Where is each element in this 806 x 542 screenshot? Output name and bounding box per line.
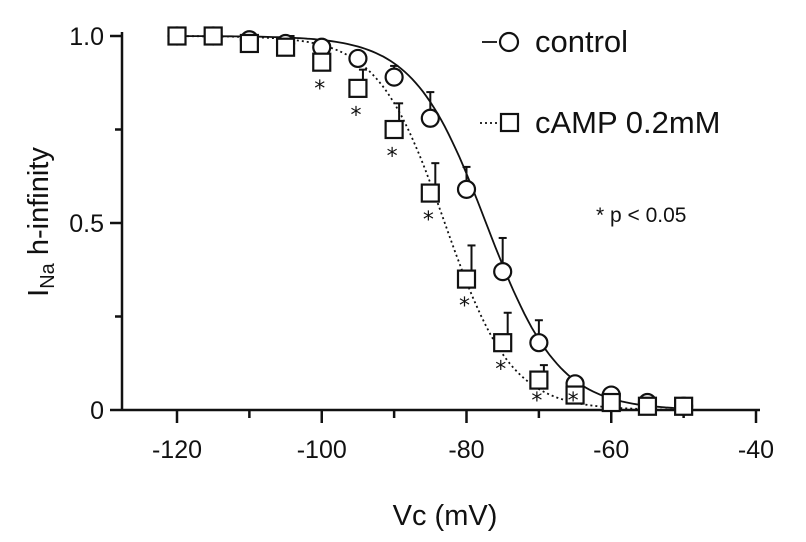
x-tick-label: -100 bbox=[297, 436, 347, 464]
legend-item-camp: cAMP 0.2mM bbox=[480, 105, 720, 140]
data-point-camp bbox=[674, 396, 694, 416]
legend: control cAMP 0.2mM bbox=[480, 24, 720, 140]
data-point-control bbox=[493, 262, 513, 282]
significance-star: * bbox=[314, 77, 325, 102]
data-point-camp bbox=[384, 119, 404, 140]
significance-star: * bbox=[387, 145, 398, 170]
ticks: -120 -100 -80 -60 -40 0 0.5 1.0 bbox=[69, 23, 774, 464]
y-axis-title-rest: h-infinity bbox=[23, 147, 55, 264]
significance-star: * bbox=[350, 103, 361, 128]
data-point-camp bbox=[456, 269, 477, 289]
data-point-camp bbox=[167, 26, 187, 46]
data-point-camp bbox=[312, 52, 332, 72]
data-point-camp bbox=[348, 78, 368, 98]
x-axis-title: Vc (mV) bbox=[393, 500, 498, 532]
y-tick-label: 1.0 bbox=[69, 23, 104, 51]
legend-label-camp: cAMP 0.2mM bbox=[535, 105, 720, 140]
data-point-camp bbox=[493, 333, 513, 353]
legend-label-control: control bbox=[535, 24, 628, 59]
data-point-camp bbox=[203, 26, 223, 46]
y-axis-title-main: I bbox=[23, 289, 55, 297]
data-point-camp bbox=[637, 396, 658, 416]
data-markers bbox=[167, 26, 694, 416]
legend-marker-circle bbox=[498, 31, 520, 53]
legend-marker-square bbox=[499, 112, 520, 133]
significance-star: * bbox=[459, 294, 470, 319]
data-point-control bbox=[529, 333, 549, 353]
data-point-camp bbox=[275, 37, 296, 57]
y-tick-label: 0 bbox=[90, 397, 104, 425]
x-tick-label: -40 bbox=[738, 436, 774, 464]
x-tick-label: -60 bbox=[593, 436, 629, 464]
data-point-control bbox=[348, 48, 368, 69]
legend-item-control: control bbox=[482, 24, 628, 59]
data-point-control bbox=[420, 108, 440, 128]
data-point-control bbox=[456, 179, 477, 199]
data-point-camp bbox=[601, 392, 621, 413]
significance-star: * bbox=[568, 389, 579, 414]
data-point-camp bbox=[239, 33, 259, 54]
significance-star: * bbox=[531, 389, 542, 414]
y-axis-title-subscript: Na bbox=[37, 262, 59, 288]
y-axis-title: INa h-infinity bbox=[23, 147, 59, 297]
data-point-control bbox=[384, 67, 404, 87]
x-tick-label: -80 bbox=[448, 436, 484, 464]
data-point-camp bbox=[529, 370, 549, 390]
significance-star: * bbox=[423, 208, 434, 233]
x-tick-label: -120 bbox=[152, 436, 202, 464]
data-point-camp bbox=[565, 385, 585, 405]
data-point-camp bbox=[420, 183, 440, 203]
significance-star: * bbox=[495, 358, 506, 383]
significance-note: * p < 0.05 bbox=[596, 204, 687, 227]
y-tick-label: 0.5 bbox=[69, 210, 104, 238]
significance-markers: * * * * * * * * bbox=[314, 77, 578, 414]
